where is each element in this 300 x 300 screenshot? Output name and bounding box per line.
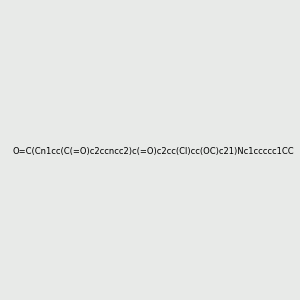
Text: O=C(Cn1cc(C(=O)c2ccncc2)c(=O)c2cc(Cl)cc(OC)c21)Nc1ccccc1CC: O=C(Cn1cc(C(=O)c2ccncc2)c(=O)c2cc(Cl)cc(… <box>13 147 295 156</box>
